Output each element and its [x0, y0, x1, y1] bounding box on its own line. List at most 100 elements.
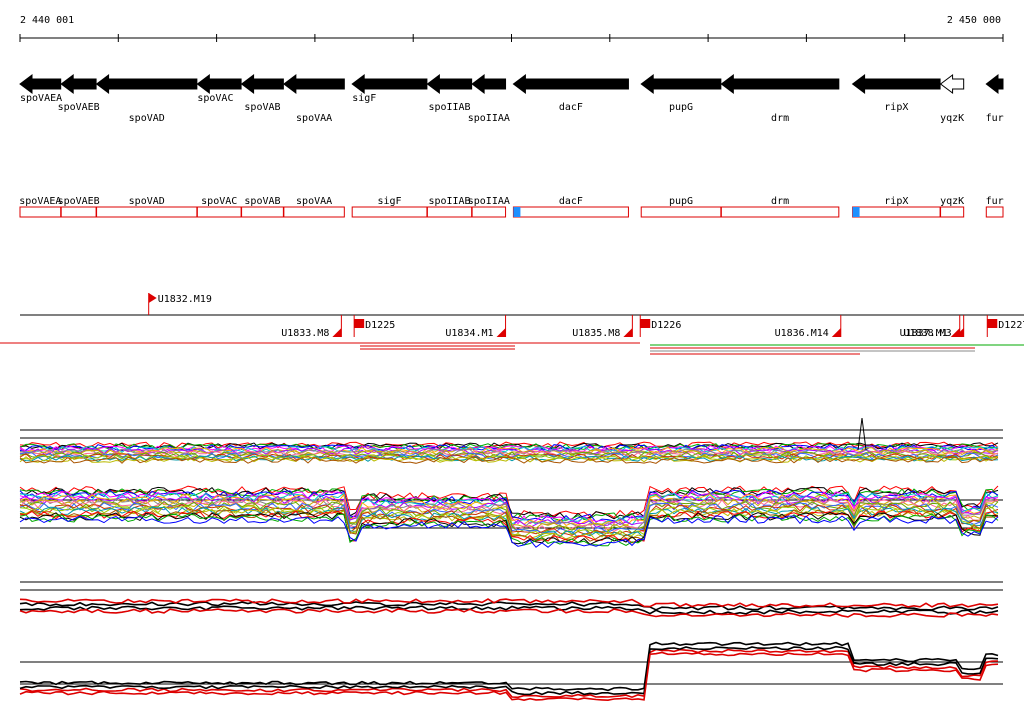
gene-label-spoVAEA: spoVAEA [20, 93, 62, 104]
gene-arrow-spoIIAA [471, 74, 507, 94]
cds-box-sigF [351, 206, 428, 218]
gene-label-spoIIAA: spoIIAA [468, 113, 510, 124]
cds-highlight-ripX [852, 207, 860, 217]
cds-box-spoIIAA [471, 206, 507, 218]
expression-line [19, 446, 999, 454]
expression-line [19, 489, 999, 523]
gene-label-fur: fur [986, 113, 1004, 124]
summary-profiles [19, 581, 1003, 702]
summary-line [19, 598, 999, 608]
expression-line [19, 506, 999, 540]
summary-line [19, 648, 999, 699]
coordinate-ruler: 2 440 001 2 450 000 [19, 15, 1004, 42]
gene-arrow-pupG [640, 74, 722, 94]
gene-arrow-spoVAD [95, 74, 198, 94]
cds-box-spoVAB [241, 206, 284, 218]
cds-highlight-dacF [513, 207, 521, 217]
gene-arrow-spoVAC [196, 74, 242, 94]
cds-box-drm [720, 206, 840, 218]
ruler-end-label: 2 450 000 [947, 15, 1001, 26]
cds-box-spoVAA [283, 206, 345, 218]
cds-label-spoVAEB: spoVAEB [58, 196, 100, 207]
cds-label-spoIIAA: spoIIAA [468, 196, 510, 207]
marker-label-U1835.M8: U1835.M8 [572, 328, 620, 339]
cds-box-spoVAD [96, 206, 198, 218]
cds-label-yqzK: yqzK [940, 196, 964, 207]
marker-flag [148, 293, 157, 303]
summary-line [19, 608, 999, 618]
marker-flag [954, 328, 964, 337]
ruler-start-label: 2 440 001 [20, 15, 74, 26]
cds-box-fur [985, 206, 1004, 218]
cds-label-spoVAA: spoVAA [296, 196, 332, 207]
marker-flag [332, 328, 342, 337]
expression-line [19, 500, 999, 534]
gene-label-pupG: pupG [669, 102, 693, 113]
marker-flag [623, 328, 633, 337]
gene-arrow-spoVAEB [60, 74, 97, 94]
marker-label-U1836.M14: U1836.M14 [775, 328, 829, 339]
gene-arrow-ripX [851, 74, 941, 94]
markers-track: U1832.M19 U1833.M8 D1225 U1834.M1 U1835.M8 D1… [0, 293, 1024, 355]
summary-line [19, 645, 999, 696]
marker-flag [987, 319, 998, 328]
marker-label-U1833.M8: U1833.M8 [281, 328, 329, 339]
expression-line [19, 456, 999, 464]
cds-label-spoVAB: spoVAB [244, 196, 280, 207]
cds-label-ripX: ripX [884, 196, 908, 207]
cds-label-fur: fur [986, 196, 1004, 207]
gene-label-yqzK: yqzK [940, 113, 964, 124]
gene-label-spoVAEB: spoVAEB [58, 102, 100, 113]
marker-label-D1225: D1225 [365, 320, 395, 331]
gene-label-spoVAC: spoVAC [197, 93, 233, 104]
cds-box-spoIIAB [426, 206, 473, 218]
gene-arrow-spoVAB [240, 74, 284, 94]
cds-label-spoVAEA: spoVAEA [19, 196, 61, 207]
expression-line [19, 485, 999, 519]
gene-arrow-sigF [351, 74, 428, 94]
gene-label-spoIIAB: spoIIAB [428, 102, 470, 113]
gene-arrow-dacF [512, 74, 629, 94]
gene-arrow-spoIIAB [426, 74, 473, 94]
summary-line [19, 651, 999, 702]
marker-label-U1832.M19: U1832.M19 [158, 294, 212, 305]
expression-profiles [19, 417, 1003, 548]
expression-line [19, 447, 999, 455]
gene-arrow-spoVAEA [19, 74, 62, 94]
gene-arrow-yqzK [939, 74, 965, 94]
cds-box-spoVAC [196, 206, 242, 218]
marker-flag [354, 319, 365, 328]
gene-label-dacF: dacF [559, 102, 583, 113]
cds-label-spoVAC: spoVAC [201, 196, 237, 207]
cds-box-spoVAEB [60, 206, 97, 218]
cds-box-yqzK [940, 206, 965, 218]
marker-flag [496, 328, 506, 337]
cds-label-sigF: sigF [377, 196, 401, 207]
marker-label-D1227: D1227 [998, 320, 1024, 331]
expression-line [19, 441, 999, 449]
expression-line [19, 512, 999, 546]
marker-label-D1226: D1226 [651, 320, 681, 331]
expression-spike [857, 417, 867, 451]
cds-box-dacF [512, 206, 629, 218]
cds-box-ripX [852, 206, 941, 218]
cds-box-pupG [640, 206, 722, 218]
marker-label-U1838.M3: U1838.M3 [904, 328, 952, 339]
cds-box-spoVAEA [19, 206, 62, 218]
gene-label-spoVAD: spoVAD [129, 113, 165, 124]
gene-arrow-drm [720, 74, 840, 94]
cds-label-spoVAD: spoVAD [129, 196, 165, 207]
summary-line [19, 605, 999, 615]
marker-label-U1837.M1: U1837.M1 [900, 328, 948, 339]
marker-flag [640, 319, 651, 328]
cds-label-drm: drm [771, 196, 789, 207]
cds-label-spoIIAB: spoIIAB [428, 196, 470, 207]
cds-label-pupG: pupG [669, 196, 693, 207]
expression-line [19, 514, 999, 548]
gene-arrow-fur [985, 73, 1004, 95]
gene-label-spoVAB: spoVAB [244, 102, 280, 113]
cds-label-dacF: dacF [559, 196, 583, 207]
marker-label-U1834.M1: U1834.M1 [445, 328, 493, 339]
